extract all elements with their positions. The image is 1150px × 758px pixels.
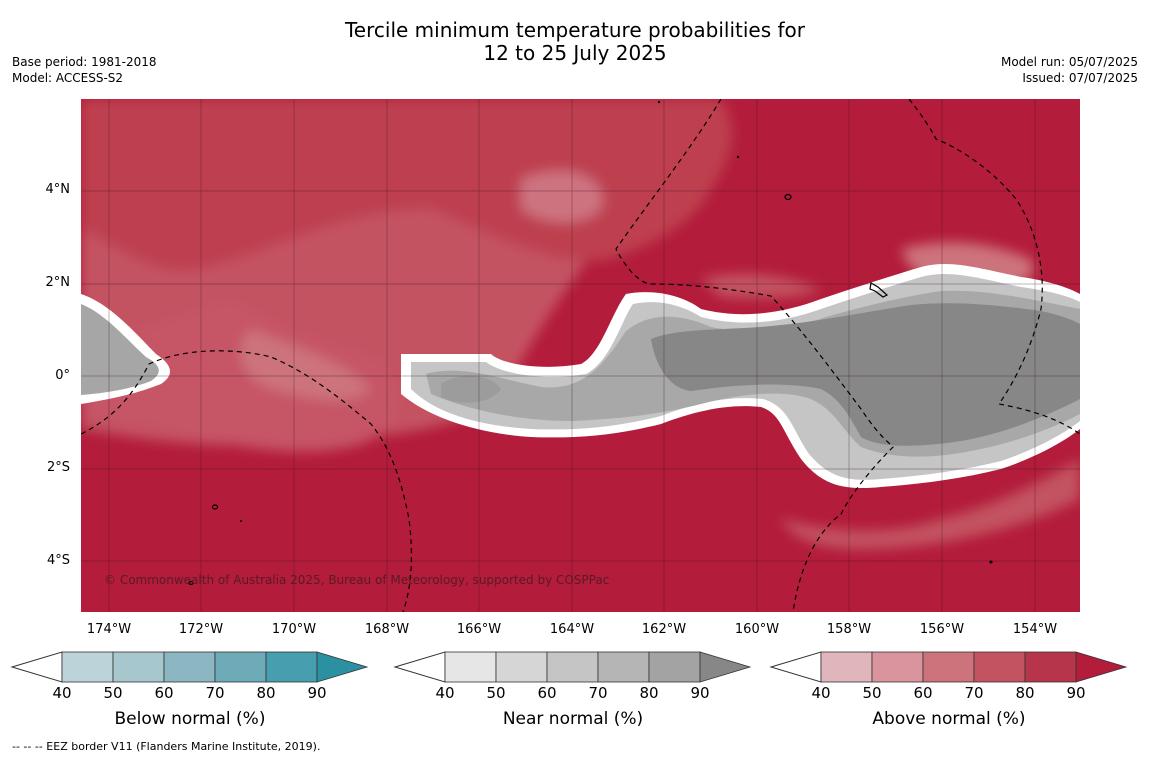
colorbar-above-bar: [769, 651, 1128, 683]
lon-label: 154°W: [1012, 622, 1058, 637]
colorbar-swatch: [546, 651, 599, 683]
colorbar-swatch: [265, 651, 318, 683]
graticule: [81, 99, 1080, 612]
eez-footnote: -- -- -- EEZ border V11 (Flanders Marine…: [12, 740, 321, 753]
colorbar-swatch: [444, 651, 497, 683]
cbar-tick: 90: [690, 684, 710, 702]
lon-label: 166°W: [456, 622, 502, 637]
cbar-high-arrow: [316, 651, 369, 683]
colorbar-swatch: [597, 651, 650, 683]
title-line-2: 12 to 25 July 2025: [483, 41, 667, 65]
colorbar-near-title: Near normal (%): [502, 709, 644, 729]
lon-label: 160°W: [734, 622, 780, 637]
colorbar-swatch: [922, 651, 975, 683]
lon-label: 156°W: [919, 622, 965, 637]
near-normal-west: [81, 304, 159, 395]
colorbar-swatch: [1024, 651, 1077, 683]
cbar-tick: 50: [862, 684, 882, 702]
lat-label: 2°N: [45, 275, 71, 290]
cbar-high-arrow: [699, 651, 752, 683]
cbar-tick: 70: [588, 684, 608, 702]
cbar-tick: 90: [1066, 684, 1086, 702]
cbar-tick: 60: [913, 684, 933, 702]
lat-label: 4°N: [45, 182, 71, 197]
cbar-tick: 70: [964, 684, 984, 702]
colorbar-below-bar: [10, 651, 369, 683]
colorbar-swatch: [495, 651, 548, 683]
lon-label: 174°W: [86, 622, 132, 637]
colorbar-swatch: [648, 651, 701, 683]
model-name: Model: ACCESS-S2: [12, 71, 124, 85]
map-panel: [81, 99, 1080, 612]
model-run: Model run: 05/07/2025: [1000, 55, 1138, 69]
colorbar-swatch: [973, 651, 1026, 683]
colorbar-swatch: [214, 651, 267, 683]
lon-label: 172°W: [178, 622, 224, 637]
colorbar-swatch: [871, 651, 924, 683]
colorbar-above-title: Above normal (%): [872, 709, 1026, 729]
near-normal-west-core: [441, 375, 501, 403]
copyright-notice: © Commonwealth of Australia 2025, Bureau…: [104, 573, 610, 587]
cbar-tick: 60: [154, 684, 174, 702]
lon-label: 170°W: [271, 622, 317, 637]
cbar-tick: 80: [256, 684, 276, 702]
lon-label: 158°W: [826, 622, 872, 637]
lat-label: 4°S: [46, 553, 70, 568]
eez-borders: [81, 99, 1080, 612]
lat-label: 2°S: [46, 460, 70, 475]
cbar-tick: 80: [1015, 684, 1035, 702]
cbar-tick: 50: [486, 684, 506, 702]
islands: [188, 193, 889, 586]
cbar-tick: 90: [307, 684, 327, 702]
cbar-tick: 80: [639, 684, 659, 702]
cbar-tick: 40: [811, 684, 831, 702]
cbar-high-arrow: [1075, 651, 1128, 683]
issued-date: Issued: 07/07/2025: [1022, 71, 1138, 85]
lon-label: 168°W: [364, 622, 410, 637]
cbar-tick: 70: [205, 684, 225, 702]
colorbar-swatch: [820, 651, 873, 683]
colorbar-swatch: [163, 651, 216, 683]
cbar-tick: 50: [103, 684, 123, 702]
colorbar-swatch: [112, 651, 165, 683]
cbar-tick: 40: [435, 684, 455, 702]
map-canvas: [81, 99, 1080, 612]
map-title: Tercile minimum temperature probabilitie…: [0, 19, 1150, 65]
meta-left: Base period: 1981-2018 Model: ACCESS-S2: [12, 54, 157, 86]
colorbar-near-bar: [393, 651, 752, 683]
title-line-1: Tercile minimum temperature probabilitie…: [344, 18, 806, 42]
cbar-low-arrow: [10, 651, 63, 683]
island-dots: [240, 100, 993, 564]
colorbar-swatch: [61, 651, 114, 683]
colorbar-below-title: Below normal (%): [114, 709, 266, 729]
cbar-low-arrow: [769, 651, 822, 683]
lat-label: 0°: [55, 368, 70, 383]
lon-label: 162°W: [641, 622, 687, 637]
base-period: Base period: 1981-2018: [12, 55, 157, 69]
cbar-tick: 60: [537, 684, 557, 702]
near-normal-core: [651, 303, 1080, 446]
lon-label: 164°W: [549, 622, 595, 637]
cbar-low-arrow: [393, 651, 446, 683]
meta-right: Model run: 05/07/2025 Issued: 07/07/2025: [1001, 54, 1138, 86]
cbar-tick: 40: [52, 684, 72, 702]
